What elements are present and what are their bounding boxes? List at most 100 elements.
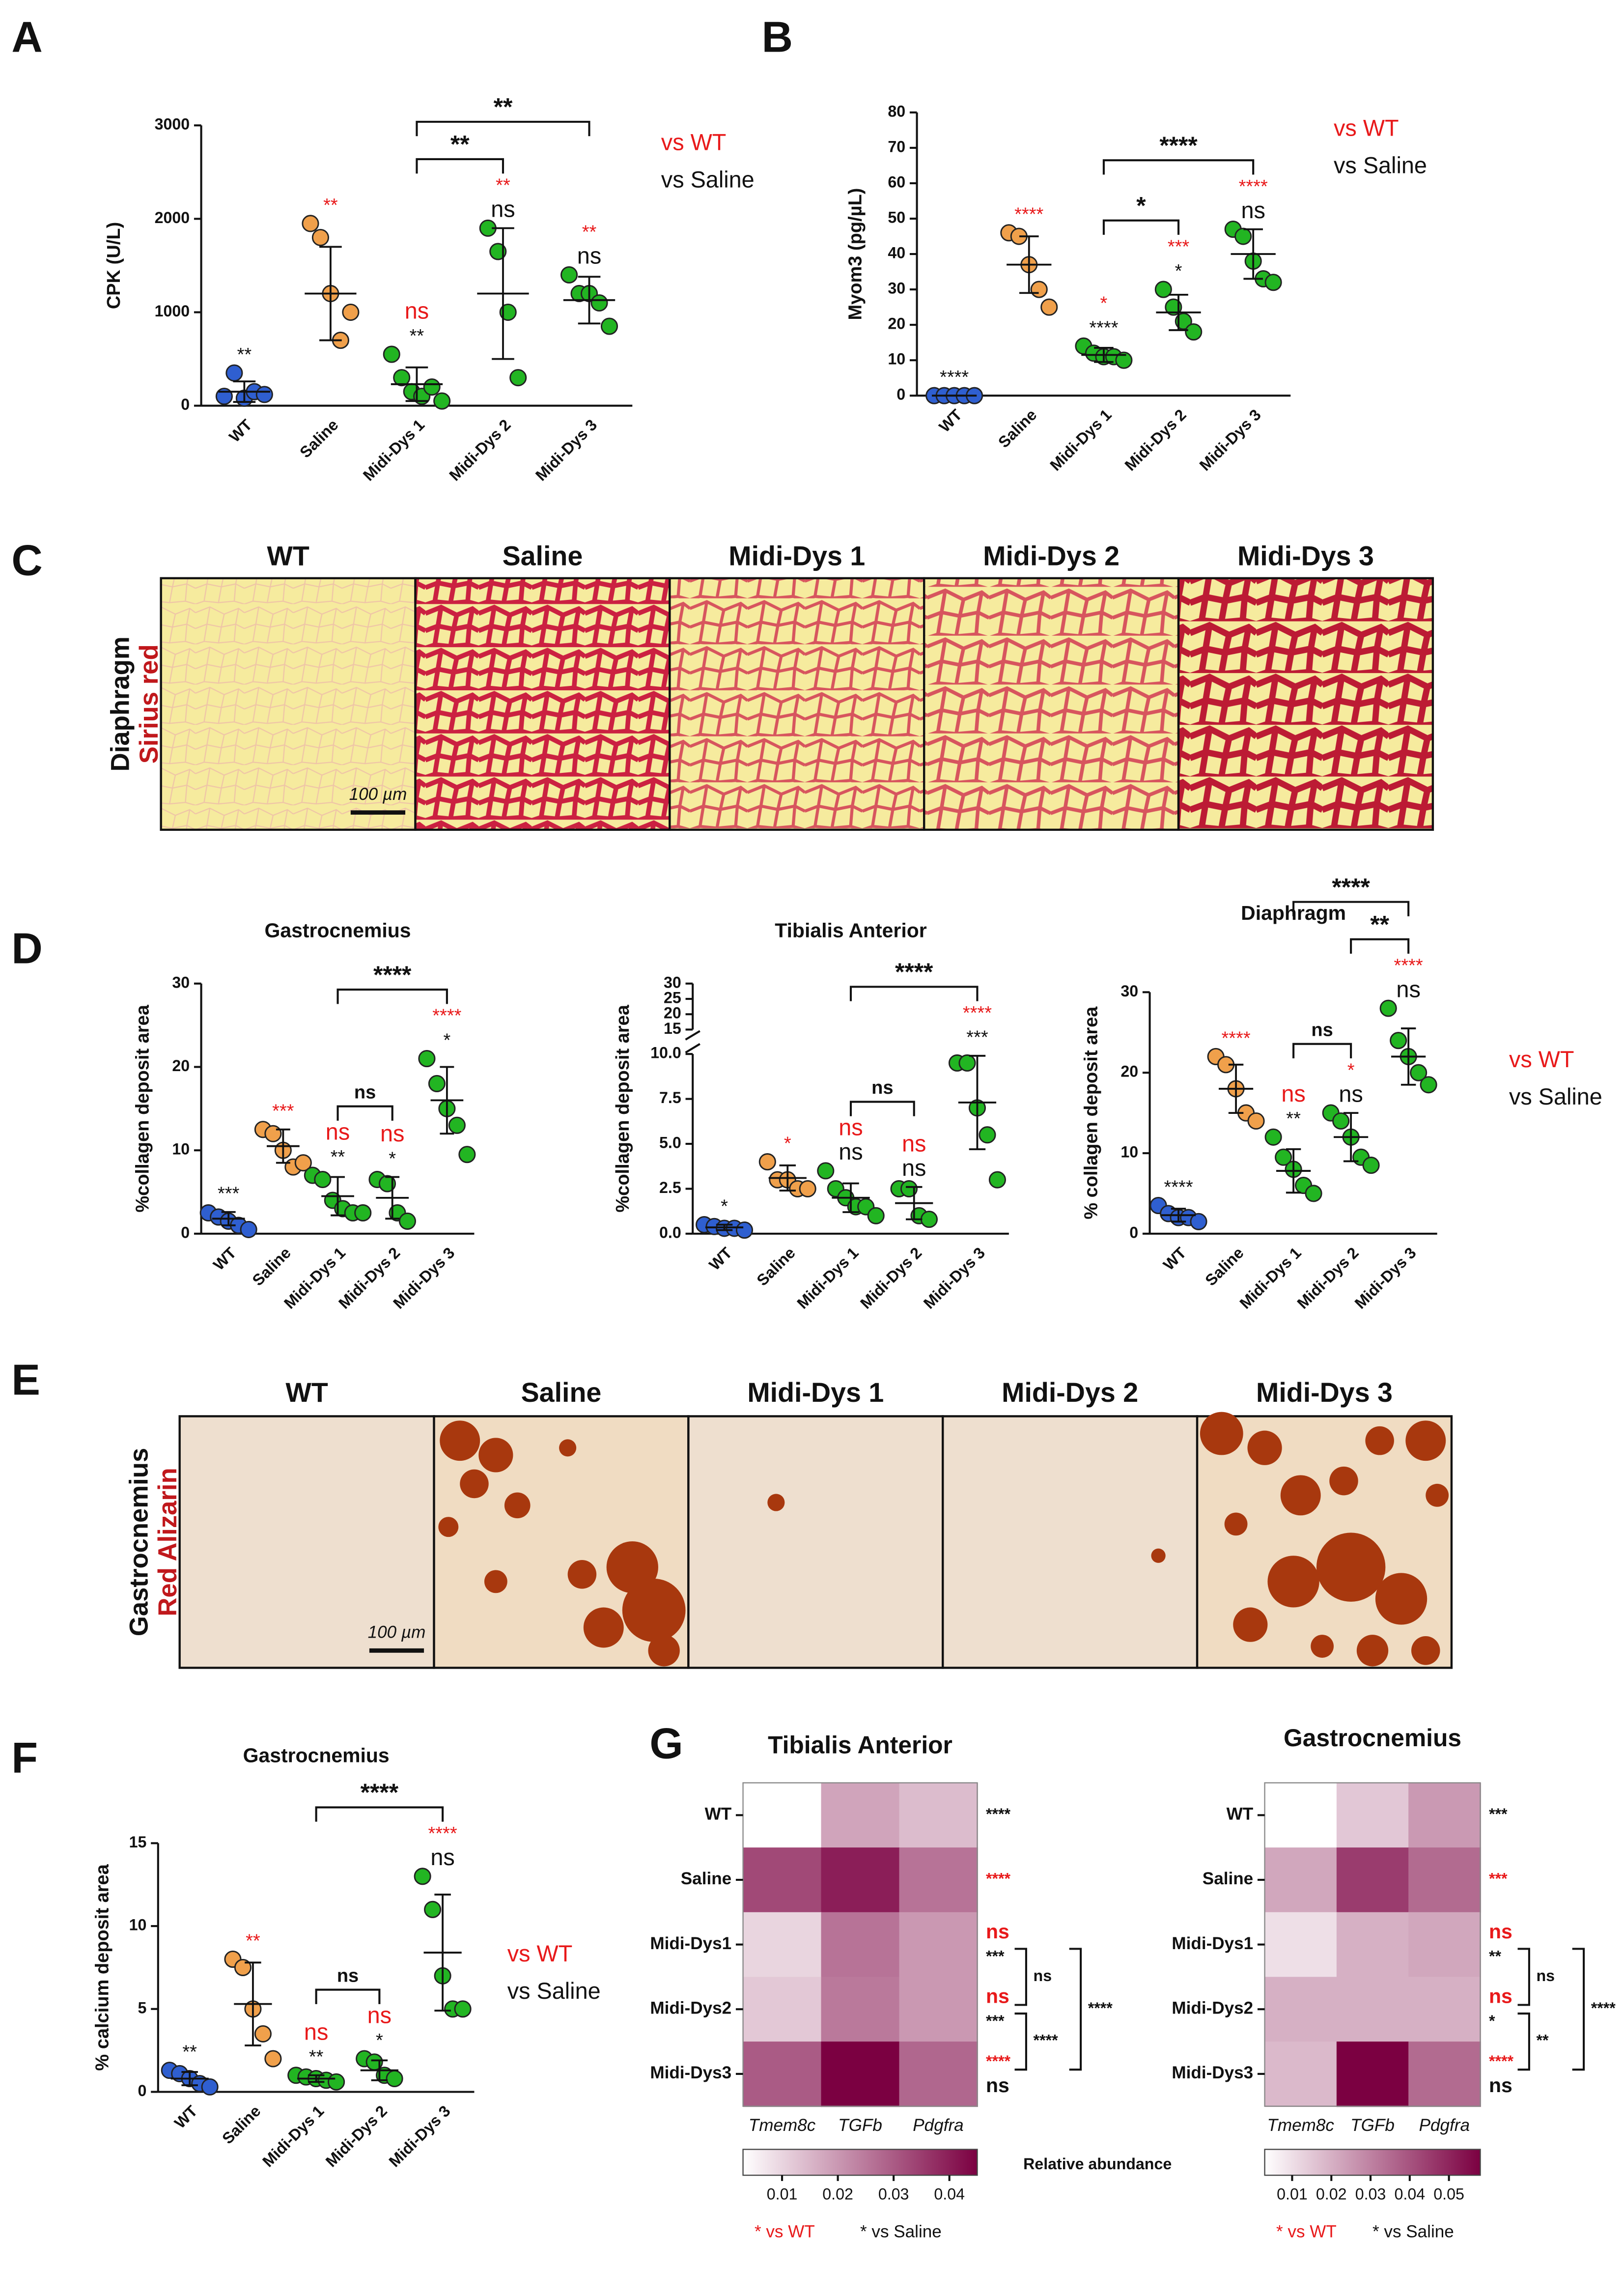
error-bar <box>405 366 428 402</box>
comparison-label: ns <box>337 1965 359 1986</box>
significance-vs-saline: * <box>1175 261 1182 282</box>
x-tick-label: Midi-Dys 2 <box>322 2102 391 2170</box>
colorbar-label: Relative abundance <box>1023 2155 1172 2173</box>
comparison-label: ** <box>494 93 513 121</box>
x-tick-label: Saline <box>753 1244 798 1289</box>
significance-vs-saline: ns <box>902 1155 926 1181</box>
significance-vs-wt: ns <box>1281 1081 1305 1106</box>
heatmap-cell <box>821 1977 900 2042</box>
data-point <box>418 1049 436 1068</box>
y-tick-label: 2000 <box>155 209 190 227</box>
significance-vs-saline: ns <box>1489 2074 1512 2097</box>
y-tick-label: 20 <box>888 315 905 333</box>
error-bar <box>276 1128 290 1164</box>
data-point <box>448 1116 466 1134</box>
heatmap-cell <box>821 1847 900 1913</box>
significance-vs-saline: *** <box>218 1184 240 1204</box>
significance-vs-saline: **** <box>1089 317 1118 338</box>
row-label: Midi-Dys3 <box>650 2063 731 2082</box>
y-tick-label: 20 <box>664 1004 681 1022</box>
panel-letter: C <box>11 537 42 585</box>
scale-bar-label: 100 µm <box>349 785 407 804</box>
significance-vs-wt: ns <box>902 1131 926 1156</box>
significance-vs-saline: ns <box>491 197 515 222</box>
significance-vs-saline: ns <box>1339 1081 1363 1106</box>
axis-break <box>685 1030 700 1041</box>
significance-vs-saline: *** <box>1489 1805 1508 1823</box>
data-point <box>428 1075 446 1092</box>
data-point <box>509 369 527 387</box>
y-tick-label: 30 <box>1120 982 1138 1000</box>
heatmap-cell <box>1264 1912 1338 1978</box>
y-tick-label: 0 <box>896 386 905 403</box>
significance-vs-wt: **** <box>428 1823 457 1844</box>
data-point <box>423 378 441 396</box>
error-bar <box>440 1066 454 1135</box>
significance-vs-saline: ns <box>1396 976 1420 1002</box>
significance-vs-wt: ns <box>1489 1985 1512 2008</box>
significance-vs-wt: **** <box>1489 2052 1514 2070</box>
comparison-label: **** <box>373 961 412 989</box>
axis-break <box>685 1043 700 1053</box>
x-tick-label: Midi-Dys 3 <box>386 2102 454 2170</box>
micrograph-frame <box>1196 1415 1453 1669</box>
legend-vs-saline: vs Saline <box>661 167 755 193</box>
heatmap-cell <box>899 1977 978 2042</box>
y-tick-label: 5.0 <box>659 1134 681 1152</box>
significance-vs-saline: **** <box>986 1805 1011 1823</box>
error-bar <box>245 1961 261 2046</box>
significance-vs-saline: * <box>376 2030 383 2051</box>
micrograph <box>943 1416 1198 1668</box>
x-tick-label: Midi-Dys 1 <box>1236 1244 1305 1312</box>
significance-vs-wt: ns <box>367 2003 392 2028</box>
data-point <box>1264 1128 1282 1146</box>
y-tick-label: 40 <box>888 244 905 262</box>
column-label: Pdgfra <box>913 2116 963 2135</box>
comparison-label: ns <box>1537 1967 1555 1985</box>
significance-vs-wt: **** <box>432 1006 461 1026</box>
colorbar-tick-label: 0.01 <box>1277 2185 1308 2203</box>
significance-vs-wt: **** <box>986 1870 1011 1887</box>
heatmap-cell <box>743 1847 822 1913</box>
heatmap-cell <box>899 1847 978 1913</box>
error-bar <box>1243 228 1263 280</box>
data-point <box>590 294 608 312</box>
data-point <box>314 1171 332 1189</box>
legend-vs-wt: vs WT <box>661 130 727 155</box>
data-point <box>264 2050 282 2068</box>
column-label: TGFb <box>838 2116 882 2135</box>
error-bar <box>492 227 514 360</box>
error-bar <box>385 1176 400 1220</box>
comparison-label: ns <box>354 1082 376 1103</box>
panel-letter: D <box>11 925 42 973</box>
significance-vs-saline: ns <box>577 243 601 269</box>
significance-vs-wt: **** <box>1221 1028 1250 1049</box>
heatmap-cell <box>743 1912 822 1978</box>
y-axis-label: % calcium deposit area <box>92 1864 113 2070</box>
comparison-bracket <box>1292 1043 1352 1058</box>
error-bar <box>779 1164 796 1192</box>
stain-label: Sirius red <box>135 644 164 764</box>
data-point <box>424 1900 442 1918</box>
x-tick-label: Midi-Dys 2 <box>446 416 514 484</box>
scale-bar-label: 100 µm <box>368 1622 426 1642</box>
significance-vs-wt: ** <box>323 195 338 216</box>
footnote-vs-saline: * vs Saline <box>1372 2222 1454 2241</box>
data-point <box>1332 1112 1350 1130</box>
legend-vs-wt: vs WT <box>1334 115 1399 141</box>
significance-vs-saline: *** <box>986 1947 1005 1965</box>
data-point <box>1030 281 1048 298</box>
comparison-bracket <box>1069 1948 1082 2071</box>
micrograph-texture <box>1178 578 1433 830</box>
significance-vs-wt: ns <box>304 2019 328 2044</box>
significance-vs-saline: * <box>443 1030 450 1050</box>
comparison-bracket <box>1350 938 1410 954</box>
chart-title: Gastrocnemius <box>1284 1724 1461 1752</box>
data-point <box>920 1211 938 1228</box>
error-bar <box>233 380 256 403</box>
x-tick-label: Midi-Dys 1 <box>259 2102 327 2170</box>
x-tick-label: Midi-Dys 3 <box>1351 1244 1420 1312</box>
error-bar <box>578 276 601 325</box>
tissue-label: Diaphragm <box>106 636 135 771</box>
